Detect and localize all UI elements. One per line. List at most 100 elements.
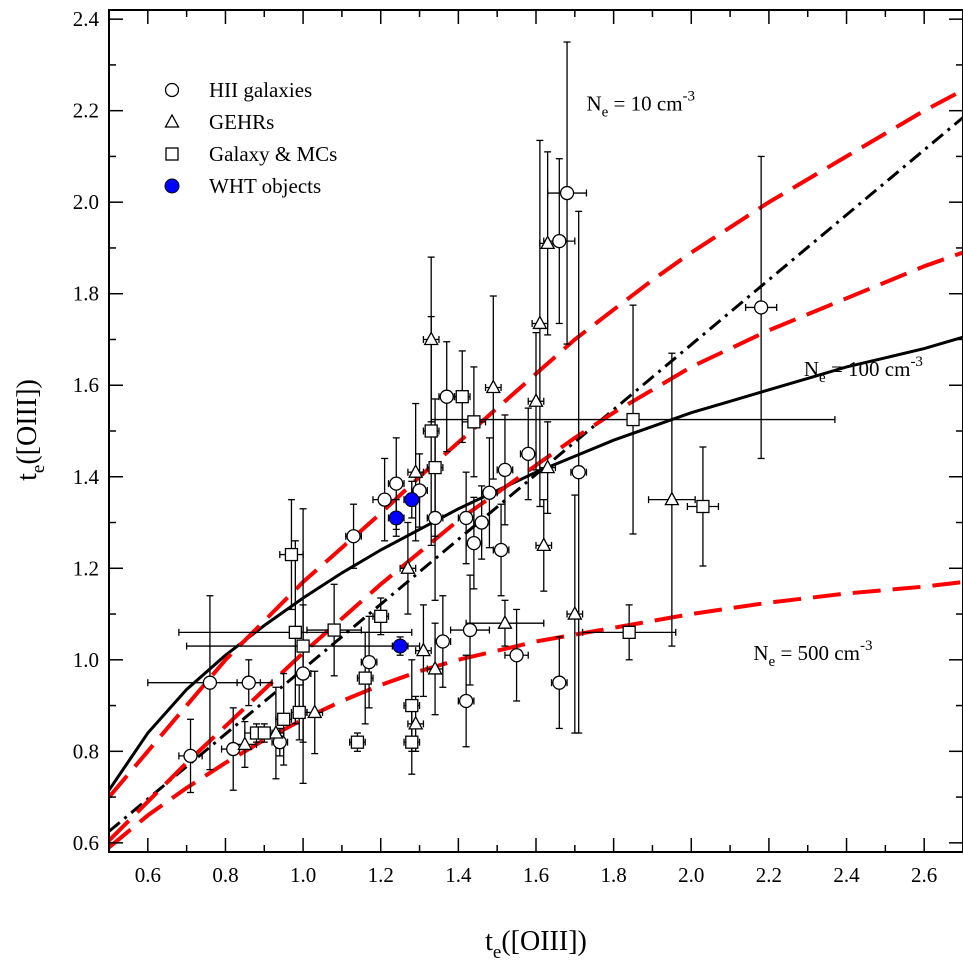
- line-annotations: Ne = 10 cm-3 Ne = 100 cm-3 Ne = 500 cm-3: [586, 89, 922, 670]
- square-point: [350, 735, 365, 749]
- circle-point: [389, 476, 404, 491]
- x-tick-label: 1.0: [290, 863, 316, 887]
- filled-circle-legend-icon: [164, 178, 180, 194]
- circle-point: [509, 648, 524, 663]
- triangle-point: [528, 392, 544, 407]
- circle-point: [559, 185, 575, 201]
- filled-circle-point: [388, 510, 404, 526]
- y-tick-label: 2.0: [73, 190, 99, 214]
- square-point: [622, 625, 636, 639]
- filled-circle-point: [392, 638, 408, 654]
- x-tick-label: 0.8: [212, 863, 238, 887]
- square-point: [292, 705, 306, 720]
- square-point: [626, 412, 640, 427]
- triangle-point: [408, 715, 424, 730]
- circle-legend-icon: [164, 82, 180, 98]
- square-point: [296, 639, 310, 653]
- x-tick-label: 2.4: [833, 863, 860, 887]
- circle-point: [552, 675, 567, 690]
- legend-item: Galaxy & MCs: [165, 142, 337, 166]
- density-label: Ne = 100 cm-3: [804, 354, 923, 386]
- y-tick-label: 2.2: [73, 99, 99, 123]
- circle-point: [377, 492, 392, 507]
- triangle-point: [307, 704, 323, 719]
- y-tick-label: 1.6: [73, 373, 99, 397]
- x-tick-label: 1.6: [523, 863, 549, 887]
- legend-label: GEHRs: [209, 110, 274, 134]
- square-point: [428, 460, 442, 475]
- y-tick-label: 1.0: [73, 648, 99, 672]
- legend-label: WHT objects: [209, 174, 321, 198]
- square-point: [467, 415, 481, 429]
- triangle-point: [237, 736, 253, 751]
- x-tick-label: 2.6: [911, 863, 937, 887]
- filled-circle-point: [404, 492, 420, 508]
- x-tick-label: 1.4: [445, 863, 472, 887]
- triangle-point: [427, 660, 443, 675]
- square-point: [358, 671, 372, 685]
- x-tick-label: 2.0: [678, 863, 704, 887]
- y-tick-label: 0.8: [73, 739, 99, 763]
- circle-point: [183, 748, 198, 764]
- circle-point: [435, 634, 450, 649]
- circle-point: [202, 675, 218, 690]
- triangle-point: [664, 491, 680, 506]
- axes: 0.6 0.8 1.0 1.2 1.4 1.6 1.8 2.0 2.2 2.4 2.6 0.6 0.8 1…: [73, 7, 963, 887]
- square-point: [424, 424, 438, 438]
- circle-point: [462, 622, 478, 638]
- triangle-point: [540, 459, 556, 474]
- x-tick-label: 0.6: [135, 863, 161, 887]
- circle-point: [521, 446, 536, 462]
- triangle-point: [536, 537, 552, 552]
- triangle-legend-icon: [164, 113, 180, 128]
- y-axis-title: te([OIII]): [12, 379, 49, 481]
- circle-point: [493, 542, 509, 558]
- density-label: Ne = 10 cm-3: [586, 89, 695, 121]
- square-legend-icon: [165, 147, 179, 161]
- axis-titles: te([OIII]) te([OIII]): [12, 379, 587, 963]
- triangle-point: [485, 379, 501, 394]
- square-point: [455, 390, 469, 404]
- y-tick-label: 1.4: [73, 465, 100, 489]
- circle-point: [439, 389, 454, 404]
- y-tick-label: 2.4: [73, 7, 100, 31]
- triangle-point: [532, 315, 548, 330]
- square-point: [405, 698, 419, 713]
- triangle-point: [415, 642, 432, 657]
- circle-point: [466, 535, 482, 551]
- circle-point: [474, 515, 489, 530]
- circle-point: [497, 462, 513, 478]
- circle-point: [241, 675, 256, 690]
- legend-label: Galaxy & MCs: [209, 142, 337, 166]
- square-point: [327, 623, 341, 637]
- y-tick-label: 1.8: [73, 282, 99, 306]
- triangle-point: [540, 235, 556, 250]
- square-point: [284, 547, 299, 562]
- circle-point: [361, 654, 377, 670]
- circle-point: [552, 233, 567, 249]
- circle-point: [346, 529, 361, 544]
- square-point: [257, 726, 271, 740]
- circle-point: [458, 510, 474, 526]
- triangle-point: [567, 605, 583, 620]
- triangle-point: [408, 463, 424, 478]
- legend: HII galaxies GEHRs Galaxy & MCs WHT objects: [164, 78, 337, 198]
- square-point: [277, 712, 291, 726]
- x-tick-label: 2.2: [756, 863, 782, 887]
- y-tick-label: 0.6: [73, 831, 99, 855]
- square-point: [696, 499, 710, 514]
- circle-point: [753, 300, 769, 315]
- triangle-point: [497, 614, 513, 629]
- square-point: [374, 609, 388, 623]
- circle-point: [295, 666, 311, 681]
- circle-point: [482, 485, 497, 500]
- model-curve-4: [109, 580, 963, 849]
- triangle-point: [268, 724, 284, 739]
- data-points: [183, 185, 769, 764]
- model-curve-3: [109, 250, 963, 843]
- legend-item: GEHRs: [164, 110, 274, 134]
- identity-line: [109, 116, 963, 833]
- x-tick-label: 1.2: [368, 863, 394, 887]
- legend-item: HII galaxies: [164, 78, 312, 102]
